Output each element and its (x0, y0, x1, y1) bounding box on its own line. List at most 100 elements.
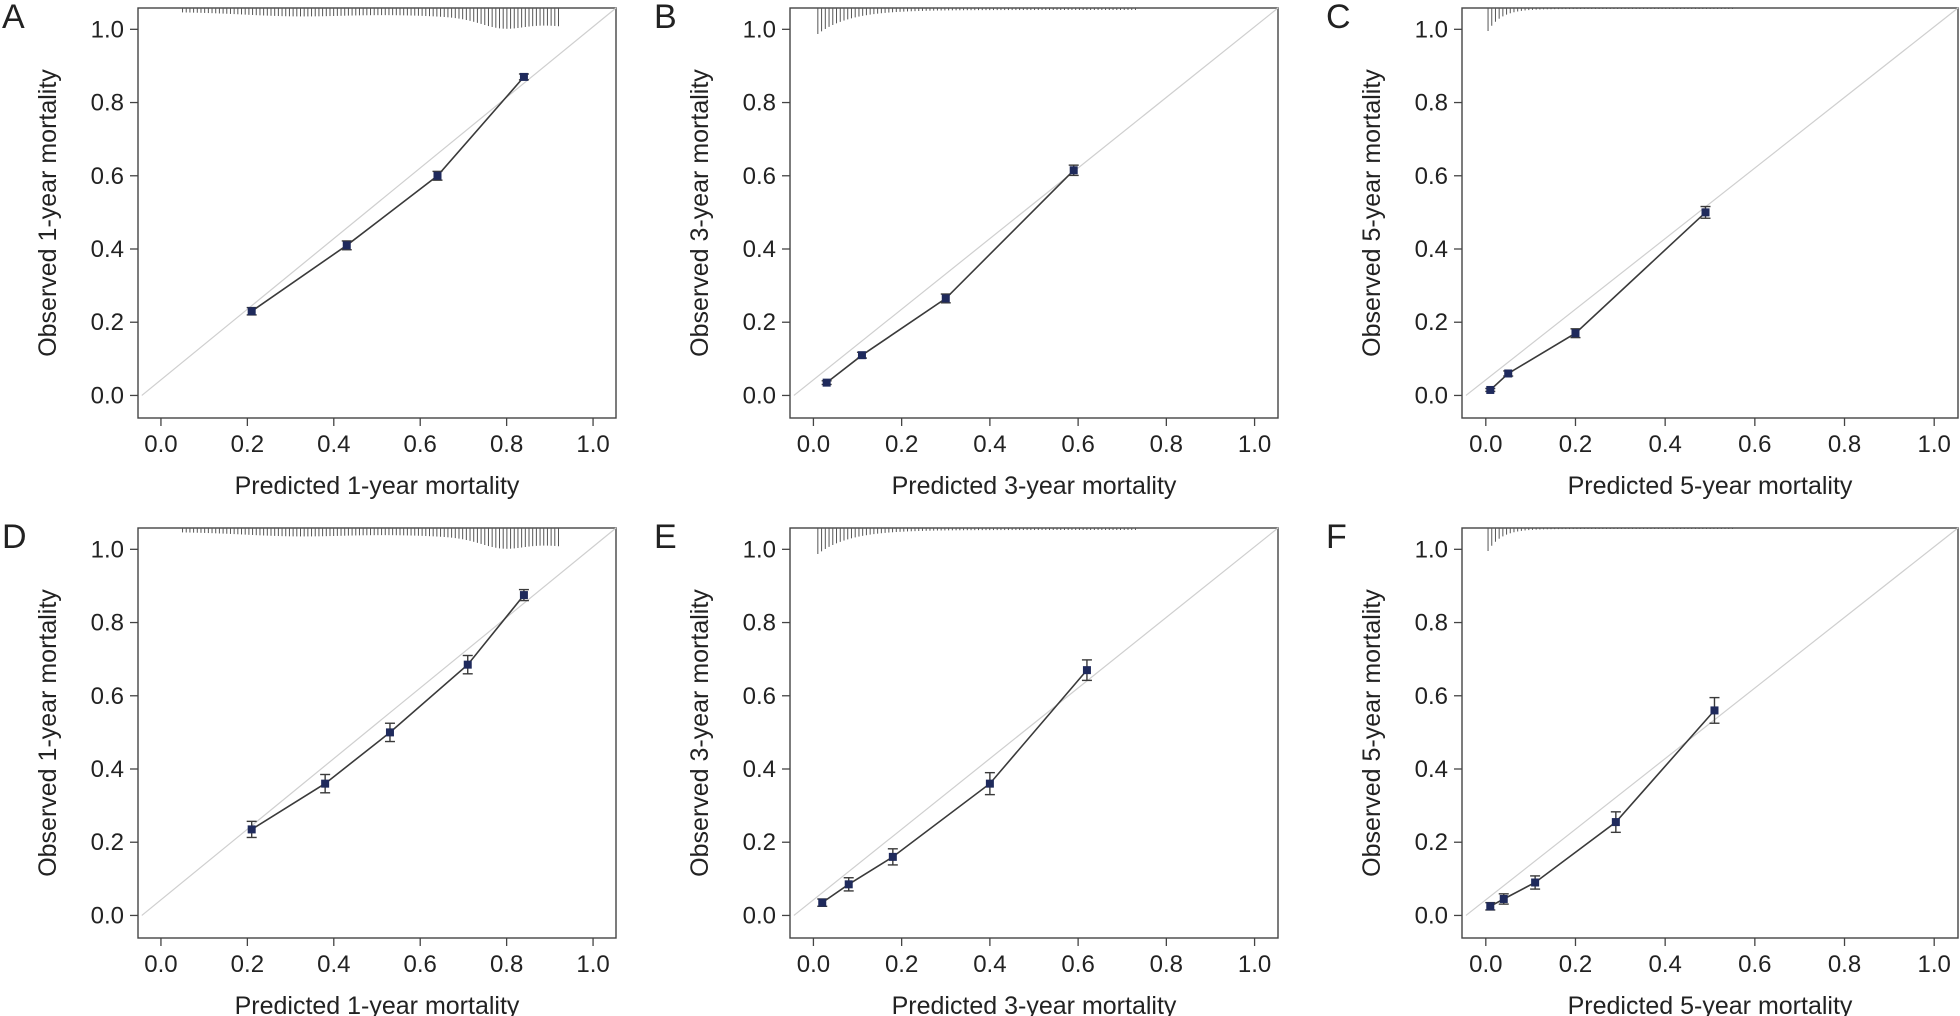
y-axis-label: Observed 5-year mortality (1358, 589, 1386, 877)
x-tick-label: 0.6 (1061, 431, 1094, 458)
y-axis-label: Observed 3-year mortality (686, 69, 714, 357)
y-tick-label: 0.2 (91, 309, 124, 336)
panel-d: D 0.0 0.2 0.4 0.6 0.8 1.0 0.0 0.2 0.4 0.6 0.8 1.0 Pre… (2, 518, 617, 1016)
x-tick-label: 0.4 (317, 951, 350, 978)
y-axis-label: Observed 1-year mortality (34, 589, 62, 877)
x-tick-label: 0.6 (1738, 431, 1771, 458)
panel-letter: D (2, 518, 27, 556)
y-tick-label: 1.0 (1415, 16, 1448, 43)
y-tick-label: 0.4 (91, 756, 124, 783)
x-tick-label: 1.0 (1918, 431, 1951, 458)
x-tick-label: 0.4 (973, 431, 1006, 458)
y-tick-label: 0.6 (743, 163, 776, 190)
data-point (385, 728, 394, 737)
data-point (888, 852, 897, 861)
data-point (1486, 385, 1495, 394)
x-tick-label: 1.0 (1238, 951, 1271, 978)
x-tick-label: 0.0 (144, 431, 177, 458)
x-axis-label: Predicted 1-year mortality (235, 472, 520, 500)
data-point (519, 591, 528, 600)
y-tick-label: 1.0 (1415, 536, 1448, 563)
data-point (321, 779, 330, 788)
x-tick-label: 0.2 (885, 951, 918, 978)
y-tick-label: 0.6 (1415, 683, 1448, 710)
reference-diagonal (1465, 527, 1959, 916)
x-tick-label: 0.8 (1150, 431, 1183, 458)
x-tick-label: 1.0 (1238, 431, 1271, 458)
data-point (1082, 666, 1091, 675)
plot-frame (789, 7, 1279, 419)
panel-e: E 0.0 0.2 0.4 0.6 0.8 1.0 0.0 0.2 0.4 0.6 0.8 1.0 Pre… (654, 518, 1279, 1016)
data-point (342, 241, 351, 250)
data-point (822, 378, 831, 387)
y-tick-label: 0.6 (743, 683, 776, 710)
y-tick-label: 0.0 (91, 902, 124, 929)
x-tick-label: 0.8 (1828, 951, 1861, 978)
y-tick-label: 0.0 (91, 382, 124, 409)
x-tick-label: 0.2 (231, 951, 264, 978)
prediction-rug (1487, 8, 1733, 31)
x-tick-label: 0.8 (1150, 951, 1183, 978)
x-tick-label: 0.0 (144, 951, 177, 978)
calibration-line (826, 169, 1075, 384)
data-point (1486, 902, 1495, 911)
data-point (1701, 208, 1710, 217)
reference-diagonal (793, 7, 1279, 396)
x-tick-label: 0.6 (404, 951, 437, 978)
plot-frame (137, 7, 617, 419)
x-tick-label: 0.0 (1469, 951, 1502, 978)
y-tick-label: 0.8 (743, 90, 776, 117)
panel-letter: C (1326, 0, 1351, 36)
data-point (433, 171, 442, 180)
x-tick-label: 1.0 (576, 951, 609, 978)
y-tick-label: 0.8 (1415, 90, 1448, 117)
y-tick-label: 0.4 (743, 756, 776, 783)
data-point (941, 294, 950, 303)
x-tick-label: 0.6 (1738, 951, 1771, 978)
x-tick-label: 0.8 (490, 431, 523, 458)
data-point (1069, 166, 1078, 175)
x-tick-label: 0.2 (1559, 431, 1592, 458)
data-point (247, 307, 256, 316)
y-axis-label: Observed 5-year mortality (1358, 69, 1386, 357)
y-tick-label: 1.0 (743, 536, 776, 563)
y-tick-label: 1.0 (91, 16, 124, 43)
x-tick-label: 0.8 (1828, 431, 1861, 458)
y-tick-label: 0.4 (1415, 756, 1448, 783)
plot-frame (137, 527, 617, 939)
y-tick-label: 0.4 (1415, 236, 1448, 263)
x-axis-label: Predicted 5-year mortality (1568, 992, 1853, 1016)
y-tick-label: 0.0 (743, 902, 776, 929)
data-point (519, 72, 528, 81)
reference-diagonal (793, 527, 1279, 916)
y-axis-label: Observed 3-year mortality (686, 589, 714, 877)
data-point (1531, 878, 1540, 887)
calibration-line (251, 76, 525, 312)
x-tick-label: 0.4 (317, 431, 350, 458)
x-tick-label: 0.2 (231, 431, 264, 458)
panel-b: B 0.0 0.2 0.4 0.6 0.8 1.0 0.0 0.2 0.4 0.6 0.8 1.0 Pre… (654, 0, 1279, 500)
y-tick-label: 0.0 (1415, 902, 1448, 929)
y-tick-label: 0.2 (1415, 309, 1448, 336)
x-tick-label: 1.0 (1918, 951, 1951, 978)
y-axis-label: Observed 1-year mortality (34, 69, 62, 357)
data-point (1499, 894, 1508, 903)
x-axis-label: Predicted 1-year mortality (235, 992, 520, 1016)
x-tick-label: 0.2 (1559, 951, 1592, 978)
data-point (1710, 706, 1719, 715)
calibration-line (251, 594, 525, 831)
x-tick-label: 0.0 (1469, 431, 1502, 458)
x-tick-label: 1.0 (576, 431, 609, 458)
panel-f: F 0.0 0.2 0.4 0.6 0.8 1.0 0.0 0.2 0.4 0.6 0.8 1.0 Pre… (1326, 518, 1959, 1016)
y-tick-label: 0.4 (91, 236, 124, 263)
data-point (463, 660, 472, 669)
data-point (247, 825, 256, 834)
panel-c: C 0.0 0.2 0.4 0.6 0.8 1.0 0.0 0.2 0.4 0.6 0.8 1.0 Pre… (1326, 0, 1959, 500)
data-point (818, 898, 827, 907)
x-axis-label: Predicted 5-year mortality (1568, 472, 1853, 500)
data-point (1504, 369, 1513, 378)
y-tick-label: 0.2 (743, 309, 776, 336)
reference-diagonal (1465, 7, 1959, 396)
x-tick-label: 0.4 (973, 951, 1006, 978)
